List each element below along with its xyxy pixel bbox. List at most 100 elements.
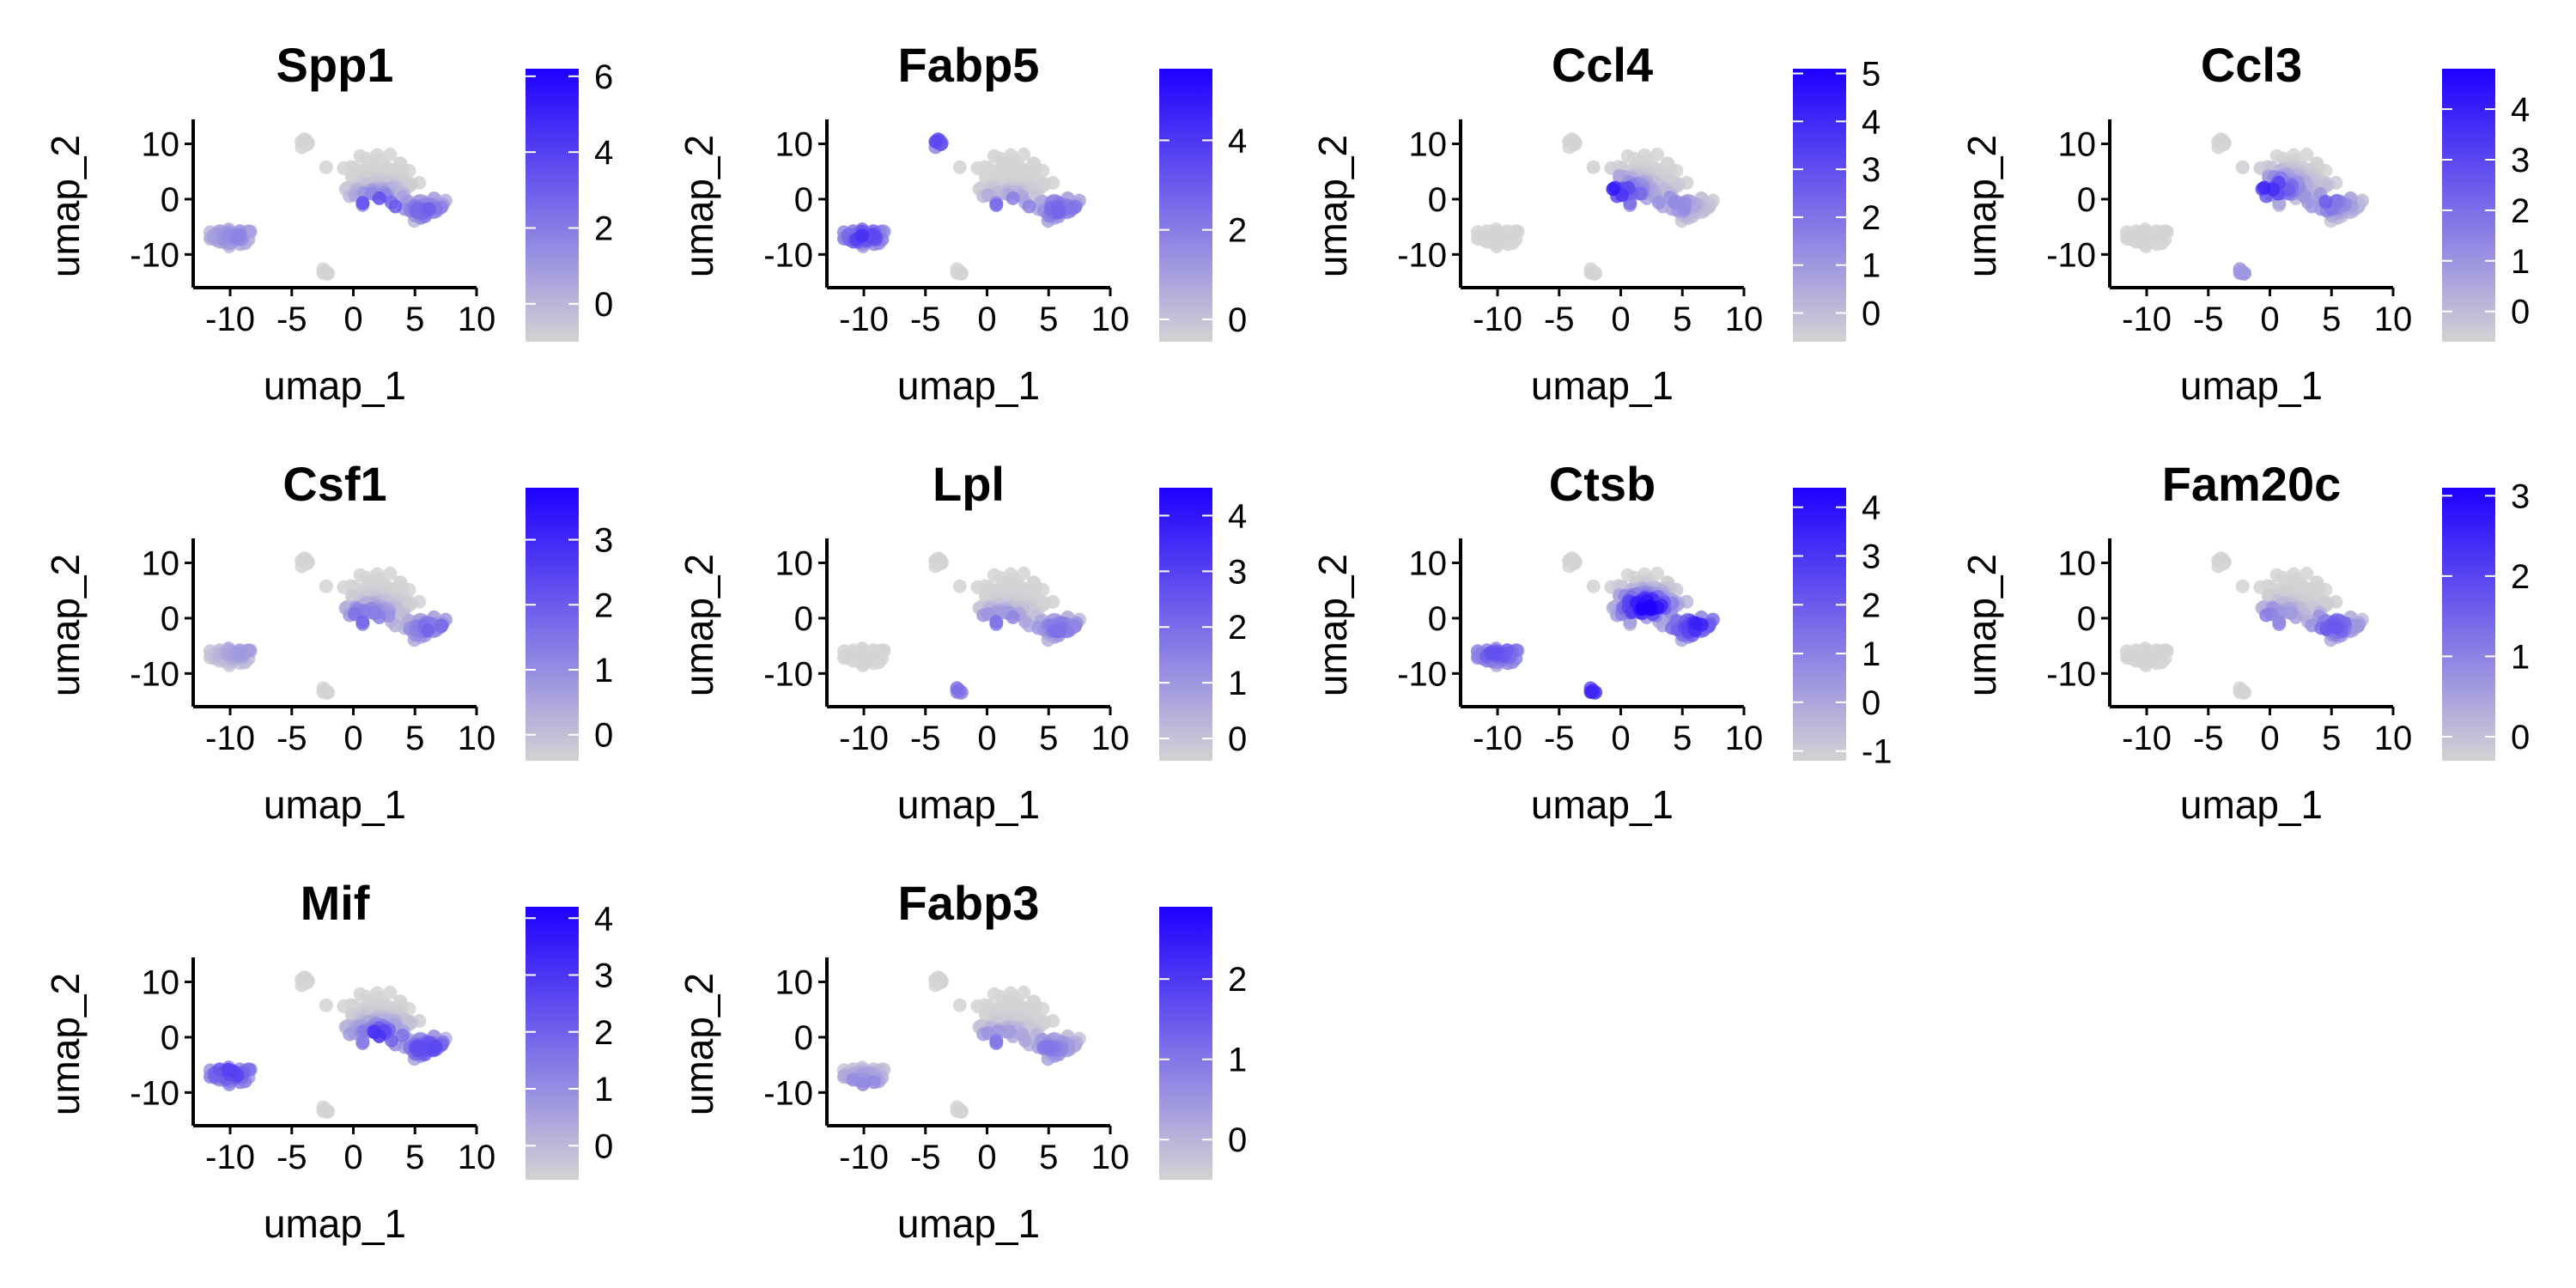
y-tick-label: 10 [2058,545,2097,583]
data-point [1651,195,1666,210]
data-point [1005,191,1020,205]
data-point [355,615,370,629]
x-axis-label: umap_1 [1531,363,1674,408]
data-point [412,1040,427,1054]
colorbar-tick-label: 0 [1862,684,1880,722]
data-point [2259,608,2274,623]
colorbar [526,69,579,342]
data-point [950,1100,964,1115]
x-tick-label: -5 [1544,720,1575,757]
scatter-points [836,132,1086,281]
x-axis-label: umap_1 [897,782,1040,827]
data-point [372,191,386,205]
data-point [1005,610,1020,624]
data-point [1586,160,1601,174]
colorbar-tick-label: 1 [594,1071,613,1109]
panel-title: Fam20c [2162,457,2342,511]
scatter-points [203,132,453,281]
y-tick-label: 0 [794,600,813,638]
colorbar-tick-label: 2 [594,586,613,624]
x-tick-label: -10 [205,720,255,757]
y-tick-label: 10 [775,964,814,1002]
data-point [1018,1033,1032,1048]
x-tick-label: -5 [910,1139,941,1176]
x-tick-label: 0 [1611,720,1630,757]
colorbar-tick-label: 2 [1862,586,1880,624]
data-point [319,160,333,174]
panel-title: Spp1 [276,38,394,92]
y-tick-label: -10 [1397,236,1447,274]
y-tick-label: 0 [161,1019,179,1057]
data-point [295,559,309,574]
y-tick-label: 0 [2077,600,2096,638]
scatter-points [2119,132,2369,281]
x-axis-label: umap_1 [264,363,406,408]
x-tick-label: 10 [458,301,496,338]
x-tick-label: 10 [1091,301,1130,338]
data-point [2233,681,2247,696]
data-point [929,135,943,149]
y-tick-label: 0 [161,600,179,638]
x-tick-label: 0 [977,301,996,338]
data-point [2160,643,2174,658]
x-tick-label: -5 [910,720,941,757]
colorbar [1793,69,1846,342]
x-tick-label: 0 [977,720,996,757]
x-tick-label: -5 [1544,301,1575,338]
data-point [928,559,943,574]
data-point [229,231,244,246]
x-tick-label: -10 [205,1139,255,1176]
data-point [866,1075,881,1090]
data-point [987,149,1001,163]
data-point [388,618,403,633]
colorbar-tick-label: 3 [2511,477,2530,515]
colorbar-tick-label: 4 [1862,103,1880,141]
data-point [343,1027,357,1042]
data-point [388,199,403,214]
data-point [856,658,870,672]
scatter-points [203,551,453,700]
colorbar-tick-label: 0 [594,717,613,755]
colorbar-tick-label: 1 [1862,247,1880,285]
scatter-points [2119,551,2369,700]
y-axis-label: umap_2 [1310,554,1355,696]
y-tick-label: 10 [1409,545,1448,583]
x-tick-label: 5 [1039,301,1058,338]
y-tick-label: 0 [2077,181,2096,219]
panel-fabp3: Fabp3 -10 -5 0 5 10 -10 0 10 umap_1 umap_2 0 1 2 [677,876,1247,1246]
data-point [295,978,309,993]
data-point [854,228,869,243]
y-tick-label: -10 [1397,655,1447,693]
colorbar-tick-label: 4 [594,134,613,172]
y-axis-label: umap_2 [1959,554,2004,696]
x-tick-label: 5 [1039,1139,1058,1176]
x-tick-label: 10 [1091,720,1130,757]
data-point [410,202,424,216]
data-point [1668,195,1682,210]
colorbar-tick-label: 3 [594,522,613,560]
x-tick-label: 5 [1673,301,1692,338]
data-point [1586,579,1601,593]
data-point [1643,599,1657,614]
colorbar-tick-label: 3 [1862,538,1880,576]
data-point [2284,606,2299,621]
panel-title: Fabp3 [898,876,1040,930]
x-tick-label: 5 [405,301,424,338]
y-tick-label: 0 [161,181,179,219]
data-point [1510,224,1525,239]
x-tick-label: 5 [405,1139,424,1176]
colorbar-tick-label: 1 [1862,635,1880,673]
x-tick-label: 5 [1039,720,1058,757]
panel-title: Ccl3 [2201,38,2302,92]
data-point [872,655,886,670]
y-axis-label: umap_2 [43,973,88,1115]
colorbar-tick-label: 0 [1228,301,1247,339]
scatter-points [203,970,453,1119]
y-tick-label: -10 [130,655,179,693]
x-tick-label: 0 [343,301,362,338]
data-point [1606,182,1620,197]
x-tick-label: 0 [343,1139,362,1176]
x-tick-label: 0 [2260,301,2279,338]
data-point [422,202,436,216]
